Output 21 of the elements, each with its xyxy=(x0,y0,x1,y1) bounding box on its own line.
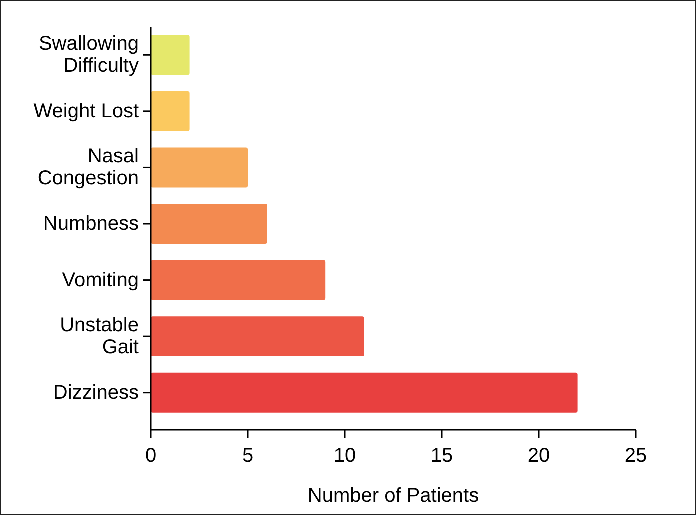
x-tick-label: 0 xyxy=(145,445,157,467)
x-tick-label: 10 xyxy=(334,445,356,467)
bar xyxy=(151,204,268,244)
bar xyxy=(151,260,326,300)
y-tick-label: Swallowing Difficulty xyxy=(38,33,139,78)
y-tick-label: Dizziness xyxy=(53,382,139,404)
x-axis-title: Number of Patients xyxy=(308,485,480,507)
bar xyxy=(151,35,190,76)
x-tick-label: 20 xyxy=(528,445,550,467)
y-tick-label: Nasal Congestion xyxy=(38,146,139,190)
bar xyxy=(151,148,248,188)
y-tick-label: Vomiting xyxy=(62,269,139,292)
y-tick-label: Weight Lost xyxy=(34,100,140,122)
bar xyxy=(151,372,578,413)
y-tick-label: Unstable Gait xyxy=(60,314,140,359)
y-tick-label: Numbness xyxy=(43,213,139,235)
x-tick-label: 25 xyxy=(624,445,648,467)
x-tick-label: 5 xyxy=(242,445,254,467)
x-tick-label: 15 xyxy=(430,445,454,467)
bar xyxy=(151,91,190,132)
bar xyxy=(151,316,364,357)
